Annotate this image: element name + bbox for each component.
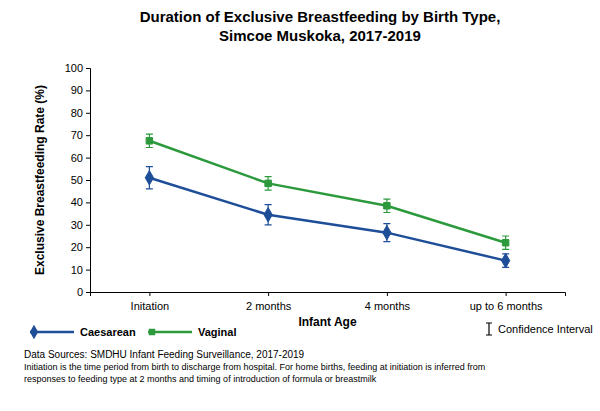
series-marker — [146, 138, 152, 144]
y-tick: 90 — [71, 84, 90, 96]
series-marker — [265, 180, 271, 186]
x-tick-mark — [506, 292, 507, 296]
series-line — [149, 178, 505, 261]
error-bar — [502, 236, 509, 249]
y-tick-label: 0 — [77, 286, 83, 298]
chart-title: Simcoe Muskoka, 2017-2019 — [219, 27, 421, 44]
legend-label: Caesarean — [80, 326, 136, 338]
series-marker — [384, 203, 390, 209]
y-tick: 60 — [71, 152, 90, 164]
footnote: Data Sources: SMDHU Infant Feeding Surve… — [24, 349, 305, 360]
x-tick-label: Initation — [131, 300, 170, 312]
y-tick-label: 20 — [71, 241, 83, 253]
y-tick-mark — [86, 90, 90, 91]
y-tick-mark — [86, 202, 90, 203]
legend-label: Vaginal — [198, 326, 237, 338]
x-tick-label: up to 6 months — [470, 300, 543, 312]
y-tick-mark — [86, 158, 90, 159]
legend-marker — [149, 329, 155, 335]
footnote: responses to feeding type at 2 months an… — [24, 374, 377, 384]
y-tick-mark — [86, 113, 90, 114]
y-tick-label: 60 — [71, 152, 83, 164]
error-bar — [146, 167, 153, 189]
plot-area — [145, 134, 510, 268]
footnote: Initiation is the time period from birth… — [24, 362, 485, 372]
y-tick-mark — [86, 225, 90, 226]
y-tick: 50 — [71, 174, 90, 186]
y-tick-mark — [86, 270, 90, 271]
x-tick-mark — [387, 292, 388, 296]
y-tick-label: 80 — [71, 107, 83, 119]
legend: Caesarean Vaginal — [30, 325, 237, 339]
x-tick-label: 4 months — [365, 300, 411, 312]
error-bar — [502, 254, 509, 267]
y-tick-mark — [86, 292, 90, 293]
series-marker — [383, 225, 391, 239]
series-line — [149, 141, 505, 243]
x-tick-label: 2 months — [246, 300, 292, 312]
x-axis: Initation 2 months 4 months up to 6 months — [91, 292, 566, 312]
y-axis: 0 10 20 30 40 50 60 70 80 90 100 — [65, 62, 91, 298]
series-marker — [501, 253, 509, 267]
chart-title: Duration of Exclusive Breastfeeding by B… — [140, 8, 501, 25]
series-marker — [264, 208, 272, 222]
error-bar-key-label: Confidence Interval — [498, 323, 593, 335]
error-bar — [265, 205, 272, 225]
series-marker — [502, 239, 508, 245]
y-tick-mark — [86, 68, 90, 69]
x-axis-title: Infant Age — [298, 315, 357, 329]
chart: Duration of Exclusive Breastfeeding by B… — [0, 0, 600, 411]
y-tick: 30 — [71, 219, 90, 231]
error-bar-key — [486, 323, 492, 335]
y-tick: 10 — [71, 264, 90, 276]
y-tick: 0 — [77, 286, 90, 298]
legend-marker — [30, 325, 38, 339]
error-bar — [265, 177, 272, 190]
x-tick: up to 6 months — [470, 292, 543, 312]
y-tick: 80 — [71, 107, 90, 119]
x-tick: Initation — [131, 292, 170, 312]
error-bar — [383, 224, 390, 242]
x-tick: 2 months — [246, 292, 292, 312]
y-tick-mark — [86, 135, 90, 136]
y-tick-label: 100 — [65, 62, 83, 74]
y-tick: 70 — [71, 129, 90, 141]
x-tick-mark — [149, 292, 150, 296]
y-tick: 100 — [65, 62, 90, 74]
x-tick: 4 months — [365, 292, 411, 312]
y-tick-mark — [86, 247, 90, 248]
y-tick-label: 90 — [71, 84, 83, 96]
y-axis-title: Exclusive Breastfeeding Rate (%) — [33, 85, 47, 275]
x-tick-mark — [268, 292, 269, 296]
y-tick-label: 10 — [71, 264, 83, 276]
series-marker — [145, 171, 153, 185]
y-tick-label: 40 — [71, 196, 83, 208]
y-tick-label: 50 — [71, 174, 83, 186]
y-tick-mark — [86, 180, 90, 181]
y-tick: 40 — [71, 196, 90, 208]
y-tick: 20 — [71, 241, 90, 253]
error-bar — [146, 134, 153, 147]
y-tick-label: 30 — [71, 219, 83, 231]
x-axis-line — [91, 293, 566, 297]
error-bar — [383, 199, 390, 212]
y-tick-label: 70 — [71, 129, 83, 141]
y-axis-line — [86, 69, 91, 293]
